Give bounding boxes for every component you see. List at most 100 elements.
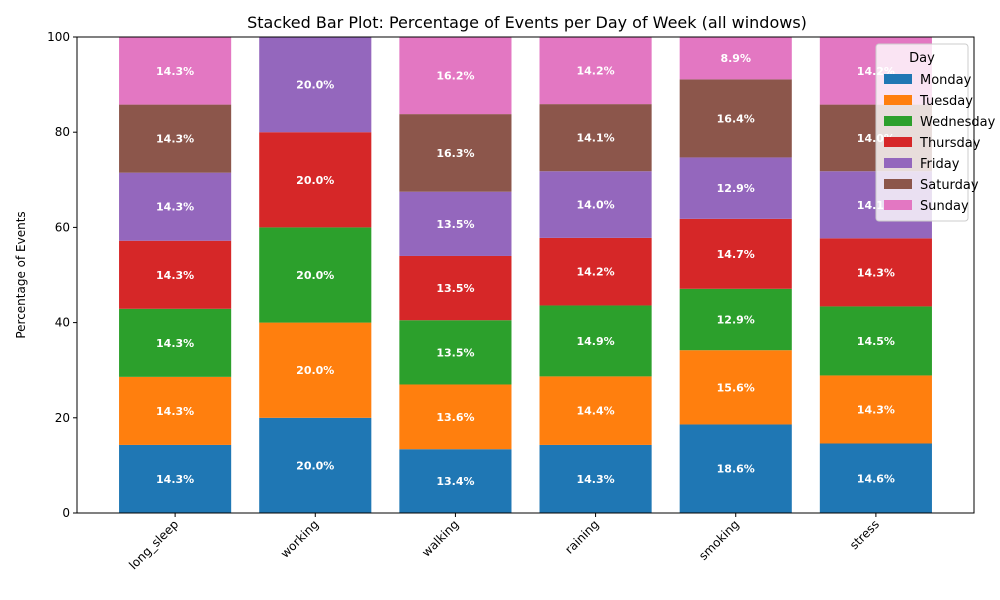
y-tick-label: 80: [55, 125, 70, 139]
bar-segment: [539, 376, 652, 445]
bar-segment: [679, 424, 792, 513]
bar-segment: [399, 114, 512, 192]
plot-data-labels: 14.3% 14.3% 14.3% 14.3% 14.3% 14.3% 14.3% 20.0%…: [156, 52, 895, 488]
bar-segment: [679, 288, 792, 351]
bar-data-label: 12.9%: [717, 314, 755, 327]
bar-data-label: 16.3%: [436, 147, 474, 160]
bar-data-label: 14.3%: [857, 266, 895, 279]
bar-data-label: 14.3%: [156, 133, 194, 146]
plot-bars: [119, 37, 932, 513]
bar-data-label: 14.9%: [576, 335, 614, 348]
bar-data-label: 20.0%: [296, 269, 334, 282]
bar-data-label: 14.3%: [857, 403, 895, 416]
bar-segment: [679, 37, 792, 80]
bar-segment: [399, 320, 512, 385]
legend-entry-label: Tuesday: [919, 94, 973, 109]
bar-data-label: 13.5%: [436, 218, 474, 231]
bar-data-label: 14.3%: [156, 405, 194, 418]
bar-data-label: 14.3%: [156, 473, 194, 486]
bar-segment: [679, 79, 792, 158]
bar-segment: [119, 37, 232, 105]
x-tick-label: raining: [562, 517, 601, 556]
legend-swatch: [884, 179, 912, 189]
legend-swatch: [884, 95, 912, 105]
y-tick-label: 20: [55, 411, 70, 425]
legend-entry-label: Saturday: [920, 178, 979, 193]
bar-data-label: 14.7%: [717, 248, 755, 261]
legend: Day Monday Tuesday Wednesday Thursday Friday S…: [875, 43, 996, 222]
bar-segment: [539, 305, 652, 377]
bar-data-label: 13.5%: [436, 282, 474, 295]
bar-segment: [119, 444, 232, 513]
legend-entry-label: Monday: [920, 73, 972, 88]
bar-data-label: 8.9%: [720, 52, 751, 65]
bar-segment: [539, 237, 652, 306]
bar-data-label: 20.0%: [296, 459, 334, 472]
x-axis: long_sleep working walking raining smoking st…: [126, 513, 882, 572]
x-tick-label: working: [278, 517, 322, 561]
bar-data-label: 14.0%: [576, 199, 614, 212]
legend-swatch: [884, 116, 912, 126]
bar-data-label: 18.6%: [717, 463, 755, 476]
bar-segment: [819, 443, 932, 513]
bar-segment: [119, 172, 232, 241]
bar-data-label: 14.3%: [156, 337, 194, 350]
x-tick-label: walking: [419, 517, 461, 559]
bar-segment: [259, 322, 372, 418]
bar-data-label: 14.6%: [857, 472, 895, 485]
legend-entry-label: Wednesday: [920, 115, 996, 130]
legend-swatch: [884, 200, 912, 210]
bar-segment: [679, 157, 792, 219]
bar-segment: [539, 171, 652, 238]
bar-data-label: 13.6%: [436, 411, 474, 424]
bar-data-label: 14.3%: [156, 201, 194, 214]
bar-data-label: 20.0%: [296, 79, 334, 92]
bar-segment: [819, 238, 932, 307]
bar-data-label: 20.0%: [296, 174, 334, 187]
legend-entry-label: Thursday: [919, 136, 981, 151]
bar-segment: [259, 132, 372, 228]
bar-data-label: 14.1%: [576, 132, 614, 145]
x-tick-label: smoking: [696, 517, 742, 563]
x-tick-label: stress: [847, 517, 882, 552]
bar-segment: [259, 417, 372, 513]
bar-data-label: 14.3%: [576, 473, 614, 486]
bar-data-label: 13.4%: [436, 475, 474, 488]
bar-data-label: 14.2%: [576, 65, 614, 78]
bar-data-label: 14.2%: [576, 266, 614, 279]
bar-data-label: 20.0%: [296, 364, 334, 377]
y-tick-label: 100: [47, 30, 70, 44]
x-tick-label: long_sleep: [126, 517, 181, 572]
bar-data-label: 14.5%: [857, 335, 895, 348]
bar-data-label: 16.2%: [436, 70, 474, 83]
legend-title: Day: [909, 51, 935, 66]
legend-swatch: [884, 158, 912, 168]
chart-title: Stacked Bar Plot: Percentage of Events p…: [247, 13, 807, 32]
bar-segment: [119, 104, 232, 173]
bar-data-label: 14.4%: [576, 405, 614, 418]
bar-segment: [539, 444, 652, 513]
bar-segment: [539, 104, 652, 172]
plot-frame: [76, 36, 975, 514]
bar-segment: [819, 306, 932, 376]
bar-segment: [679, 350, 792, 425]
bar-segment: [399, 37, 512, 115]
bar-segment: [399, 191, 512, 256]
legend-swatch: [884, 74, 912, 84]
y-tick-label: 0: [62, 506, 70, 520]
bar-segment: [119, 376, 232, 445]
bar-data-label: 15.6%: [717, 381, 755, 394]
y-tick-label: 40: [55, 316, 70, 330]
bar-data-label: 14.3%: [156, 269, 194, 282]
bar-segment: [819, 375, 932, 444]
bar-data-label: 13.5%: [436, 346, 474, 359]
legend-box: [875, 43, 969, 222]
legend-entry-label: Friday: [920, 157, 960, 172]
legend-swatch: [884, 137, 912, 147]
bar-segment: [399, 255, 512, 321]
bar-segment: [399, 384, 512, 450]
y-axis-label: Percentage of Events: [14, 211, 28, 338]
y-tick-label: 60: [55, 220, 70, 234]
bar-segment: [539, 37, 652, 105]
